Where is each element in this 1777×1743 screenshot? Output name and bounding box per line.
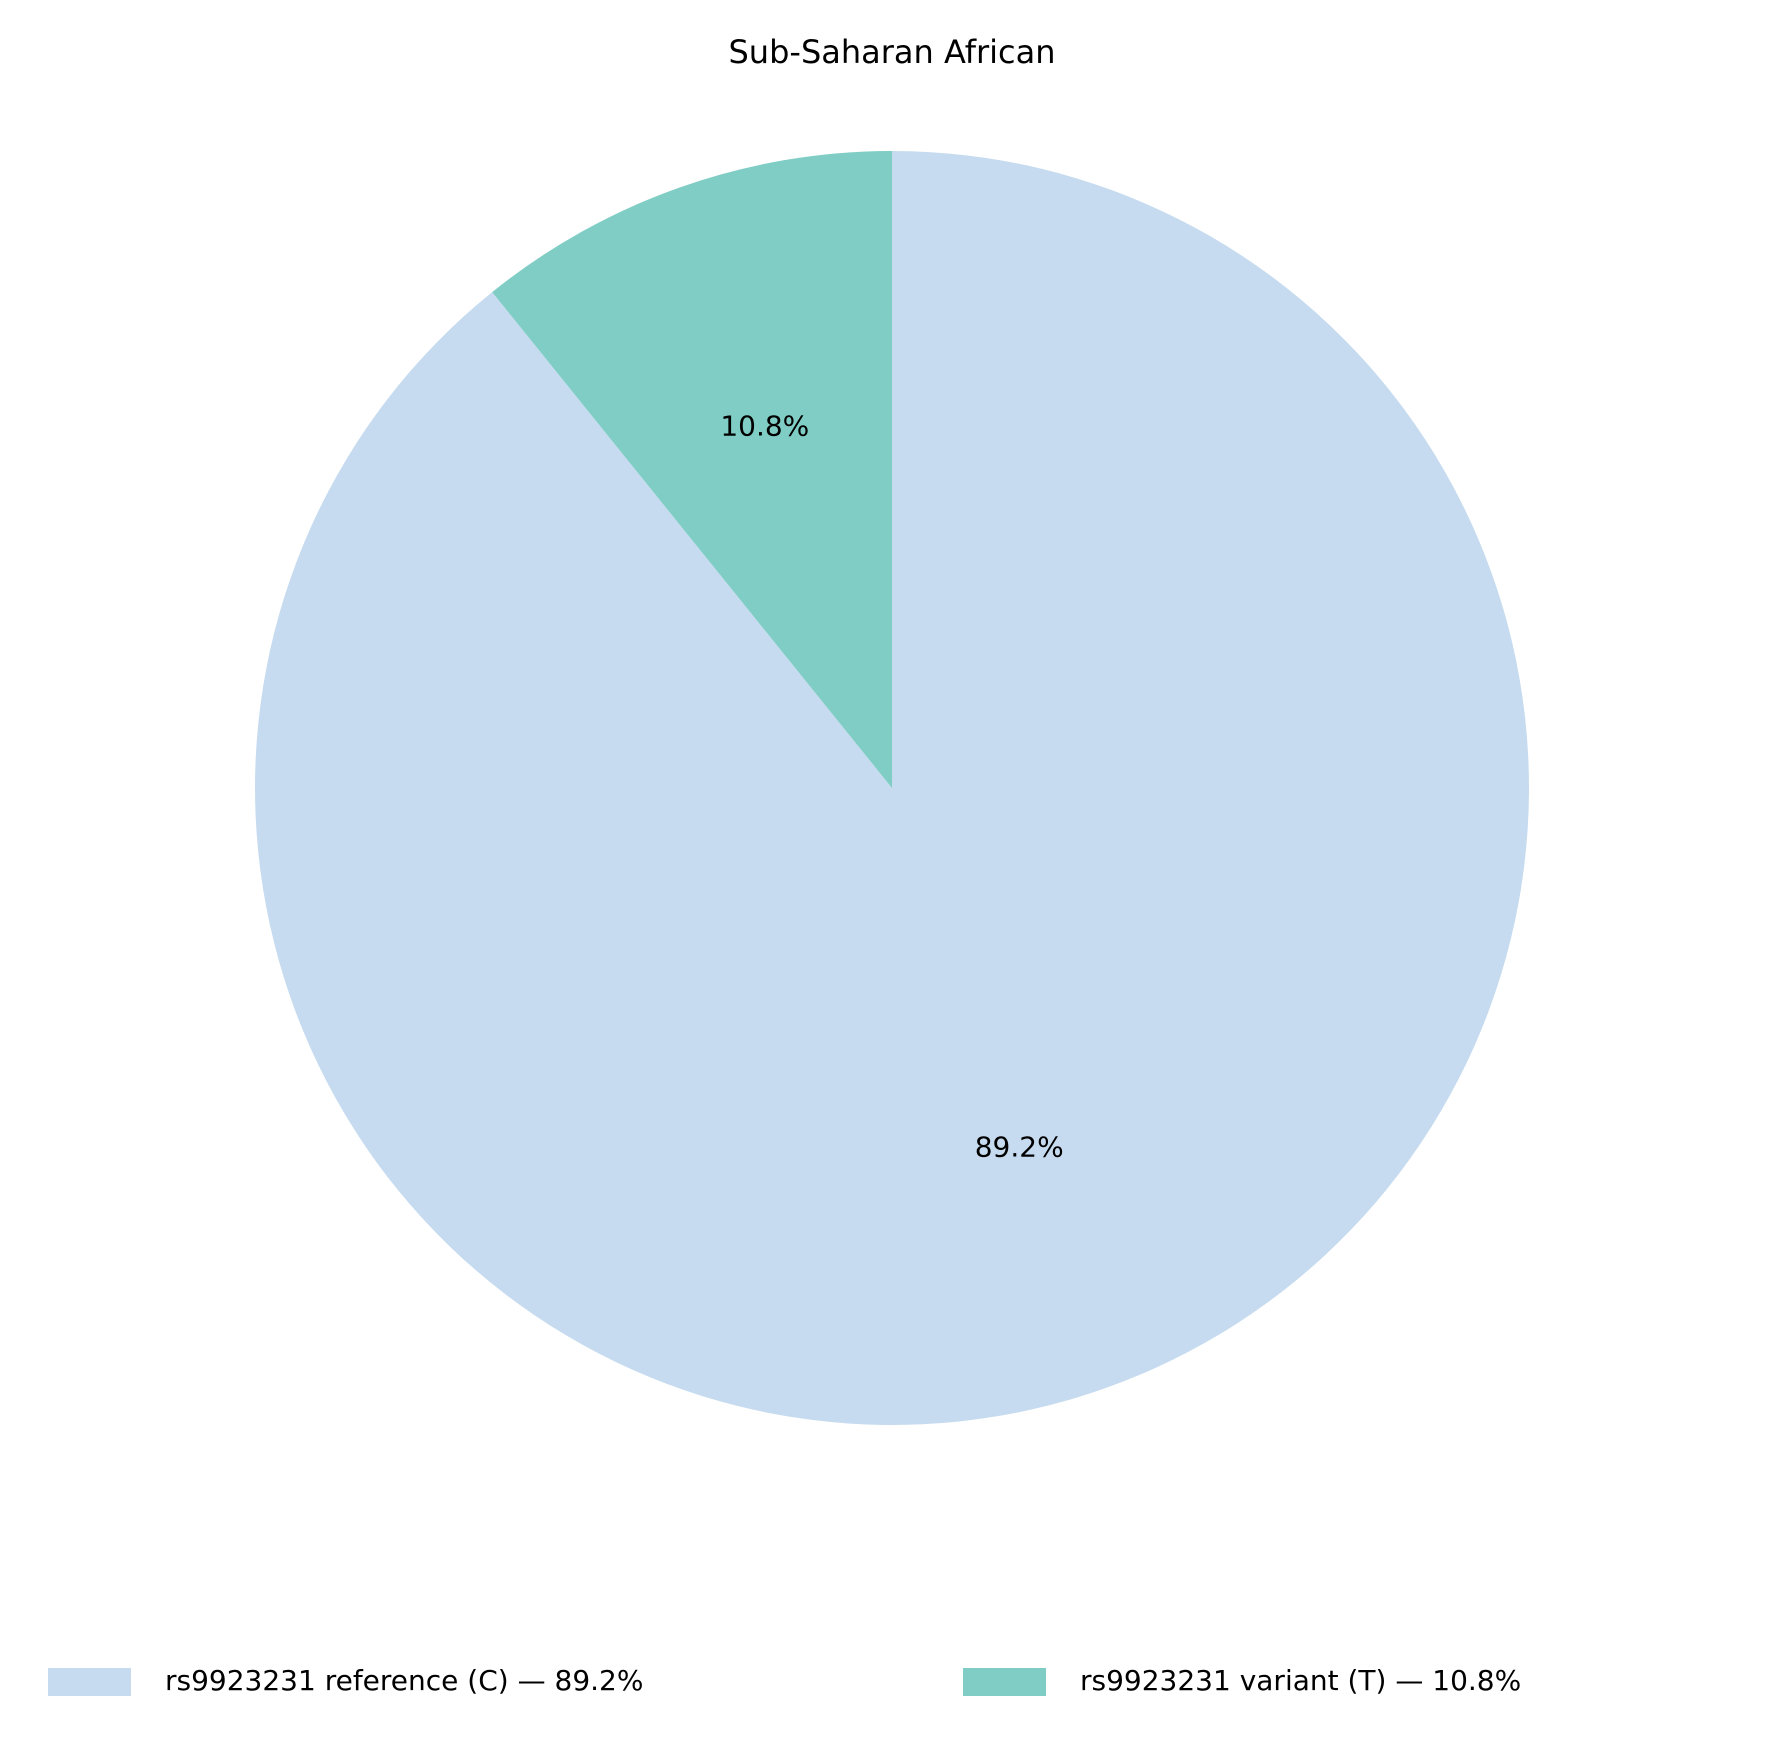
legend-label: rs9923231 variant (T) — 10.8%: [1080, 1664, 1521, 1697]
pie-slice: [492, 151, 892, 788]
chart-title: Sub-Saharan African: [728, 33, 1055, 71]
slice-label: 89.2%: [975, 1130, 1064, 1163]
legend-swatch: [963, 1668, 1046, 1696]
slice-label: 10.8%: [720, 410, 809, 443]
legend-label: rs9923231 reference (C) — 89.2%: [165, 1664, 643, 1697]
pie-slice: [255, 151, 1530, 1425]
legend-swatch: [48, 1668, 131, 1696]
